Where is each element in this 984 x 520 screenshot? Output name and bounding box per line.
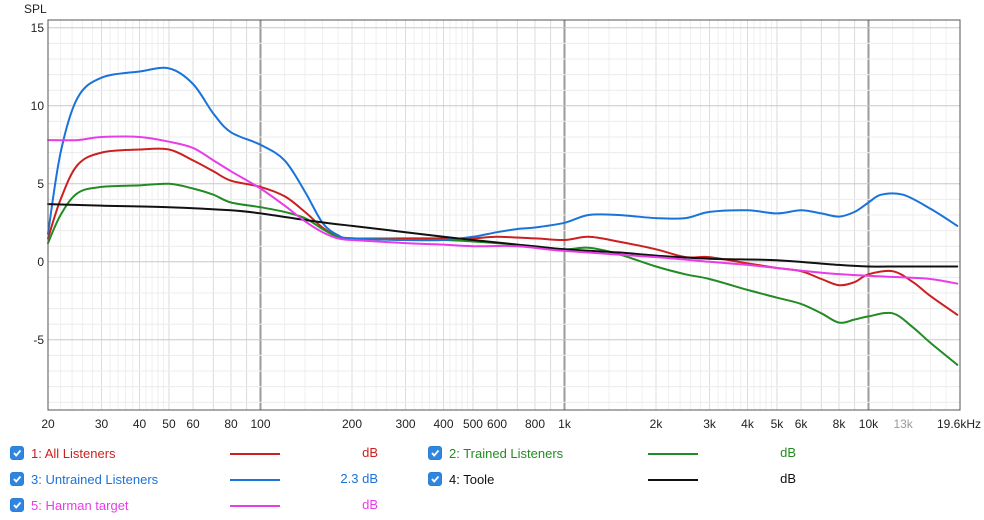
legend-item-harman-target[interactable]: 5: Harman target <box>10 494 129 516</box>
x-tick-label: 6k <box>795 417 809 431</box>
y-axis-label: SPL <box>24 2 47 16</box>
x-tick-labels: 20 30 40 50 60 80 100 200 300 400 500 600 800 1k 2k 3k 4… <box>41 417 981 431</box>
x-tick-label: 400 <box>433 417 453 431</box>
x-tick-label: 5k <box>771 417 785 431</box>
x-tick-label: 1k <box>558 417 572 431</box>
x-tick-label: 80 <box>224 417 238 431</box>
x-tick-label: 500 <box>463 417 483 431</box>
series-line-3 <box>47 66 959 242</box>
x-tick-label: 19.6kHz <box>937 417 981 431</box>
legend-item-toole[interactable]: 4: Toole <box>428 468 494 490</box>
legend-line-harman-target <box>230 505 280 507</box>
legend-line-untrained-listeners <box>230 479 280 481</box>
series-lines <box>47 66 959 366</box>
y-tick-label: 10 <box>31 99 45 113</box>
checkbox-checked-icon[interactable] <box>428 446 442 460</box>
legend-value-trained-listeners: dB <box>780 445 796 460</box>
y-tick-label: -5 <box>33 333 44 347</box>
x-tick-label: 300 <box>396 417 416 431</box>
series-line-4 <box>47 203 959 268</box>
y-tick-label: 15 <box>31 21 45 35</box>
series-line-5 <box>47 135 959 285</box>
legend-label: 4: Toole <box>449 471 495 487</box>
checkbox-checked-icon[interactable] <box>10 472 24 486</box>
legend-item-trained-listeners[interactable]: 2: Trained Listeners <box>428 442 563 464</box>
x-tick-label: 100 <box>250 417 270 431</box>
y-tick-label: 5 <box>37 177 44 191</box>
legend: 1: All Listeners dB 2: Trained Listeners… <box>0 440 984 520</box>
legend-line-all-listeners <box>230 453 280 455</box>
x-tick-label: 200 <box>342 417 362 431</box>
legend-value-all-listeners: dB <box>362 445 378 460</box>
x-tick-label: 800 <box>525 417 545 431</box>
legend-value-untrained-listeners: 2.3 dB <box>340 471 378 486</box>
legend-item-untrained-listeners[interactable]: 3: Untrained Listeners <box>10 468 158 490</box>
grid <box>47 20 961 410</box>
series-line-1 <box>47 147 959 316</box>
legend-line-trained-listeners <box>648 453 698 455</box>
legend-label: 5: Harman target <box>31 497 129 513</box>
x-tick-label: 13k <box>893 417 913 431</box>
x-tick-label: 2k <box>650 417 664 431</box>
x-tick-label: 3k <box>703 417 717 431</box>
plot-frame <box>47 19 961 411</box>
legend-label: 1: All Listeners <box>31 445 116 461</box>
x-tick-label: 8k <box>833 417 847 431</box>
y-tick-label: 0 <box>37 255 44 269</box>
checkbox-checked-icon[interactable] <box>10 498 24 512</box>
legend-line-toole <box>648 479 698 481</box>
y-tick-labels: 15 10 5 0 -5 <box>31 21 45 347</box>
x-tick-label: 40 <box>133 417 147 431</box>
x-tick-label: 4k <box>741 417 755 431</box>
x-tick-label: 10k <box>859 417 879 431</box>
x-tick-label: 30 <box>95 417 109 431</box>
x-tick-label: 60 <box>186 417 200 431</box>
legend-value-toole: dB <box>780 471 796 486</box>
legend-label: 3: Untrained Listeners <box>31 471 159 487</box>
x-tick-label: 600 <box>487 417 507 431</box>
checkbox-checked-icon[interactable] <box>10 446 24 460</box>
x-tick-label: 20 <box>41 417 55 431</box>
legend-label: 2: Trained Listeners <box>449 445 564 461</box>
x-tick-label: 50 <box>162 417 176 431</box>
legend-item-all-listeners[interactable]: 1: All Listeners <box>10 442 116 464</box>
checkbox-checked-icon[interactable] <box>428 472 442 486</box>
legend-value-harman-target: dB <box>362 497 378 512</box>
